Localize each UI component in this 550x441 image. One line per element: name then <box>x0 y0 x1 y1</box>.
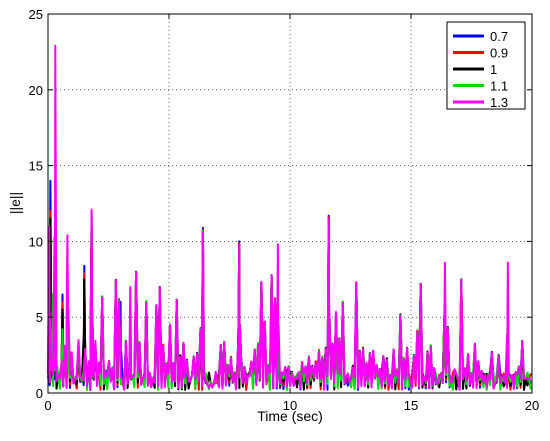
y-tick-label: 10 <box>29 234 43 249</box>
x-axis-label: Time (sec) <box>257 408 323 424</box>
grid <box>48 14 532 393</box>
legend-label: 1.3 <box>490 95 508 110</box>
x-tick-label: 10 <box>283 398 297 413</box>
y-tick-label: 25 <box>29 7 43 22</box>
axis-ticks: 0 5 10 15 20 0 5 10 15 20 25 <box>29 7 540 413</box>
legend-label: 0.9 <box>490 46 508 61</box>
legend-label: 0.7 <box>490 29 508 44</box>
legend: 0.7 0.91 1.11.3 <box>446 21 526 110</box>
x-tick-label: 5 <box>165 398 172 413</box>
legend-label: 1 <box>490 62 497 77</box>
x-tick-label: 15 <box>404 398 418 413</box>
y-tick-label: 20 <box>29 83 43 98</box>
y-tick-label: 15 <box>29 159 43 174</box>
y-axis-label: ||e|| <box>7 192 23 214</box>
x-tick-label: 20 <box>525 398 539 413</box>
y-tick-label: 0 <box>36 386 43 401</box>
y-tick-label: 5 <box>36 310 43 325</box>
series-line-1-3 <box>47 44 532 391</box>
legend-label: 1.1 <box>490 79 508 94</box>
series-layer <box>47 44 532 391</box>
x-tick-label: 0 <box>44 398 51 413</box>
